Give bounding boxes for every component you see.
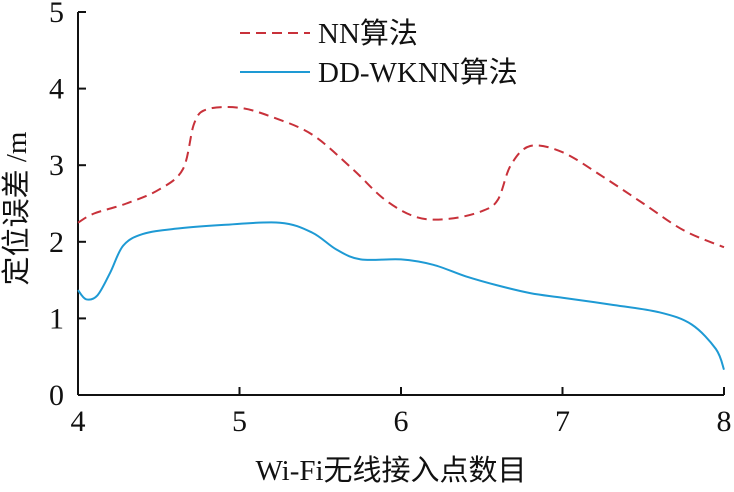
x-tick-label: 4: [71, 405, 86, 438]
y-tick-label: 1: [49, 302, 64, 335]
ticks: 4 5 6 7 8 0 1 2 3 4 5: [49, 0, 732, 438]
legend-label: NN算法: [318, 17, 418, 50]
y-tick-label: 3: [49, 149, 64, 182]
y-axis-label: 定位误差 /m: [0, 131, 33, 285]
x-tick-label: 6: [394, 405, 409, 438]
y-tick-label: 4: [49, 73, 64, 106]
x-tick-label: 5: [232, 405, 247, 438]
y-tick-label: 0: [49, 379, 64, 412]
x-tick-label: 7: [555, 405, 570, 438]
y-tick-label: 5: [49, 0, 64, 29]
series-layer: [77, 106, 725, 371]
x-tick-label: 8: [717, 405, 732, 438]
legend: NN算法 DD-WKNN算法: [240, 17, 518, 89]
series-line-dd-wknn: [77, 221, 725, 371]
y-tick-label: 2: [49, 226, 64, 259]
series-line-nn: [77, 106, 725, 249]
legend-label: DD-WKNN算法: [318, 56, 518, 89]
x-axis-label: Wi-Fi无线接入点数目: [255, 454, 526, 487]
